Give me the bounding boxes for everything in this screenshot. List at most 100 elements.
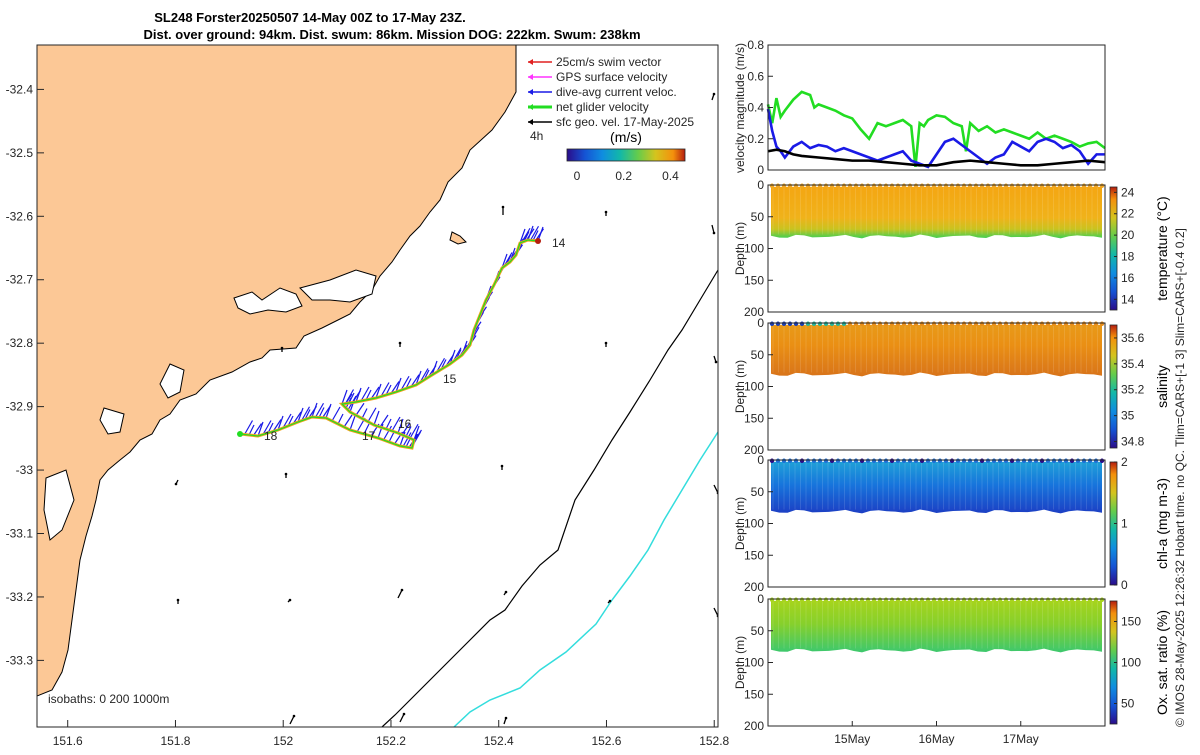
surface-sample-dot — [1015, 183, 1021, 188]
surface-sample-dot — [1063, 321, 1069, 326]
surface-sample-dot — [775, 458, 781, 463]
surface-sample-dot — [1015, 321, 1021, 326]
velocity-y-label: velocity magnitude (m/s) — [733, 43, 747, 173]
current-vector-arrow — [379, 414, 389, 428]
depth-tick-label: 50 — [751, 348, 765, 362]
surface-sample-dot — [979, 183, 985, 188]
surface-sample-dot — [1027, 321, 1033, 326]
surface-sample-dot — [961, 183, 967, 188]
surface-sample-dot — [907, 597, 913, 602]
lon-tick-label: 151.8 — [160, 734, 190, 748]
surface-sample-dot — [775, 321, 781, 326]
lon-tick-label: 152.8 — [699, 734, 729, 748]
geostrophic-vector-head — [400, 588, 404, 592]
surface-sample-dot — [1033, 597, 1039, 602]
surface-sample-dot — [955, 183, 961, 188]
surface-sample-dot — [1063, 458, 1069, 463]
lat-tick-label: -33.3 — [6, 653, 34, 667]
surface-sample-dot — [811, 183, 817, 188]
time-axis-ticks: 15May 16May 17May — [834, 721, 1039, 746]
lake-5 — [43, 469, 75, 541]
surface-sample-dot — [871, 597, 877, 602]
surface-sample-dot — [895, 183, 901, 188]
surface-sample-dot — [841, 458, 847, 463]
glider-track-map: 151.6 151.8 152 152.2 152.4 152.6 152.8 -32.4 -… — [6, 44, 730, 748]
surface-sample-dot — [985, 458, 991, 463]
depth-tick-label: 150 — [744, 687, 764, 701]
depth-tick-label: 100 — [744, 517, 764, 531]
velocity-series-line — [766, 108, 1105, 169]
surface-sample-dot — [967, 183, 973, 188]
surface-sample-dot — [787, 183, 793, 188]
cbar-tick-label: 0 — [1121, 578, 1128, 592]
geostrophic-vector — [711, 224, 715, 234]
depth-tick-label: 50 — [751, 210, 765, 224]
surface-sample-dot — [847, 321, 853, 326]
legend-label: 25cm/s swim vector — [556, 55, 661, 69]
surface-sample-dot — [787, 321, 793, 326]
section-panel: 0 50 100 150 200 Depth (m) 50 100 150 Ox. sat. ra… — [733, 592, 1170, 733]
current-vector-arrow — [402, 432, 412, 447]
lat-tick-label: -32.4 — [6, 82, 34, 96]
depth-tick-label: 150 — [744, 273, 764, 287]
surface-sample-dot — [883, 597, 889, 602]
cbar-tick-label: 1 — [1121, 517, 1128, 531]
cbar-label: Ox. sat. ratio (%) — [1154, 610, 1170, 715]
lat-tick-label: -32.9 — [6, 400, 34, 414]
surface-sample-dot — [991, 183, 997, 188]
surface-sample-dot — [1003, 597, 1009, 602]
surface-sample-dot — [883, 458, 889, 463]
surface-sample-dot — [1057, 458, 1063, 463]
surface-sample-dot — [853, 183, 859, 188]
cbar-tick-label: 2 — [1121, 455, 1128, 469]
surface-sample-dot — [847, 458, 853, 463]
surface-sample-dot — [1033, 183, 1039, 188]
surface-sample-dot — [1099, 183, 1105, 188]
surface-sample-dot — [835, 321, 841, 326]
legend-arrowhead — [528, 74, 533, 80]
surface-sample-dot — [1051, 458, 1057, 463]
surface-sample-dot — [1099, 458, 1105, 463]
current-vector-arrow — [390, 381, 400, 394]
surface-sample-dot — [1027, 458, 1033, 463]
surface-sample-dot — [1039, 458, 1045, 463]
current-vector-arrow — [395, 377, 402, 393]
surface-sample-dot — [967, 458, 973, 463]
surface-sample-dot — [889, 321, 895, 326]
surface-sample-dot — [1075, 183, 1081, 188]
current-vector-arrow — [385, 418, 392, 430]
surface-sample-dot — [973, 321, 979, 326]
surface-sample-dot — [823, 597, 829, 602]
surface-sample-dot — [871, 321, 877, 326]
surface-sample-dot — [1039, 597, 1045, 602]
surface-sample-dot — [1009, 597, 1015, 602]
cbar-tick-label: 100 — [1121, 656, 1141, 670]
surface-sample-dot — [793, 321, 799, 326]
surface-sample-dot — [979, 597, 985, 602]
surface-sample-dot — [925, 597, 931, 602]
surface-sample-dot — [907, 183, 913, 188]
surface-sample-dot — [805, 321, 811, 326]
surface-sample-dot — [769, 458, 775, 463]
surface-sample-dot — [853, 321, 859, 326]
speed-colorbar — [566, 148, 686, 162]
surface-sample-dot — [811, 597, 817, 602]
surface-sample-dot — [925, 321, 931, 326]
surface-sample-dot — [859, 597, 865, 602]
current-vector-arrow — [282, 413, 292, 429]
surface-sample-dot — [865, 458, 871, 463]
cbar-tick-label: 22 — [1121, 207, 1135, 221]
vel-ytick-label: 0.4 — [747, 101, 764, 115]
cbar-tick-label: 16 — [1121, 271, 1135, 285]
legend-arrowhead — [528, 119, 533, 125]
speed-cbar-tick-label: 0.2 — [615, 169, 632, 183]
speed-cbar-tick-label: 0.4 — [662, 169, 679, 183]
surface-sample-dot — [955, 597, 961, 602]
legend-label: dive-avg current veloc. — [556, 85, 677, 99]
surface-sample-dot — [841, 597, 847, 602]
map-longitude-ticks: 151.6 151.8 152 152.2 152.4 152.6 152.8 — [53, 720, 730, 748]
geostrophic-vector — [713, 484, 718, 494]
lat-tick-label: -33.2 — [6, 590, 34, 604]
surface-sample-dot — [931, 321, 937, 326]
cbar-tick-label: 18 — [1121, 250, 1135, 264]
